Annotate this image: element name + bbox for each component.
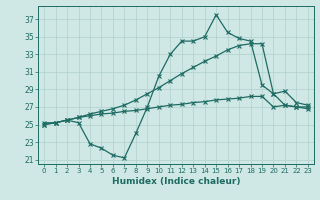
X-axis label: Humidex (Indice chaleur): Humidex (Indice chaleur) bbox=[112, 177, 240, 186]
